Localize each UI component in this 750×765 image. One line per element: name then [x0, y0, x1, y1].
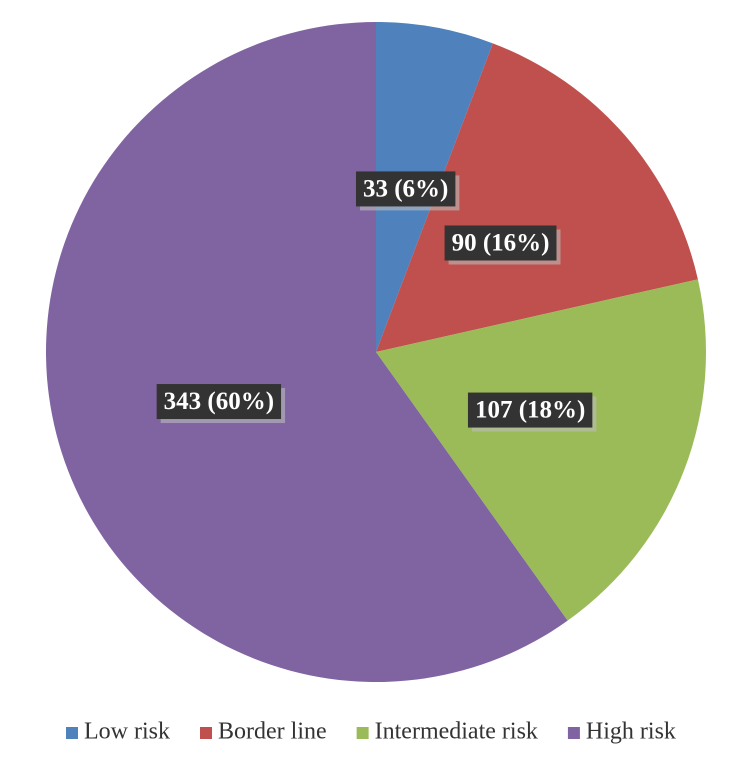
data-label: 343 (60%): [164, 388, 274, 415]
data-label: 33 (6%): [363, 175, 448, 202]
data-labels: 33 (6%)90 (16%) 107 (18%) 343 (60%): [156, 171, 597, 432]
data-label-box: [444, 225, 557, 261]
slice: [45, 22, 568, 682]
slice: [376, 43, 698, 353]
legend-label: High risk: [586, 719, 676, 745]
legend-swatch: [356, 727, 369, 739]
slice: [376, 279, 706, 621]
legend-swatch: [66, 727, 78, 739]
legend-label: Low risk: [84, 719, 170, 745]
pie: [45, 22, 706, 682]
legend-label: Border line: [218, 719, 327, 745]
legend-label: Intermediate risk: [375, 719, 538, 745]
data-label: 90 (16%): [452, 229, 550, 256]
legend-swatch: [200, 727, 212, 739]
legend: Low risk Border line Intermediate risk High…: [66, 719, 676, 745]
data-label-box: [156, 384, 282, 420]
legend-swatch: [567, 727, 580, 739]
data-label: 107 (18%): [475, 397, 585, 424]
data-label-box: [355, 171, 456, 207]
data-label-box: [467, 392, 593, 428]
